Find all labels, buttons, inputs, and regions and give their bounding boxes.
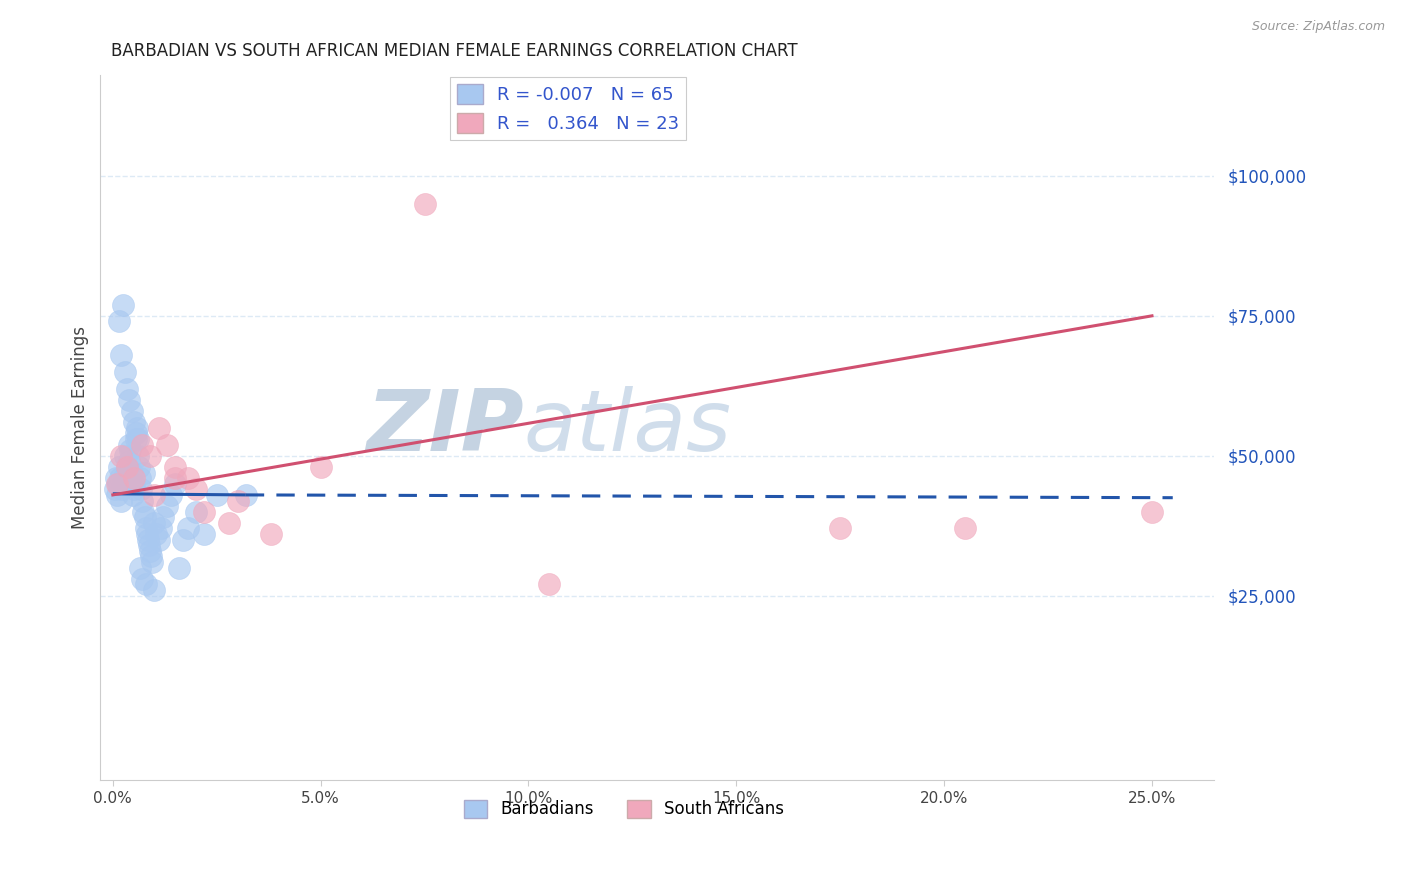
Point [1140,505,1163,519]
Point [125,421,148,435]
Point [184,505,207,519]
Point [135,577,157,591]
Text: atlas: atlas [523,386,731,469]
Point [135,521,157,535]
Point [160,488,183,502]
Point [112,476,135,491]
Point [131,493,153,508]
Point [145,527,167,541]
Point [125,432,148,446]
Point [143,516,166,530]
Point [165,471,187,485]
Point [105,476,128,491]
Point [139,449,162,463]
Point [235,488,257,502]
Point [131,437,153,451]
Point [148,421,170,435]
Point [122,415,145,429]
Point [169,560,191,574]
Text: ZIP: ZIP [366,386,523,469]
Point [138,538,160,552]
Point [117,382,139,396]
Point [117,459,139,474]
Point [105,488,128,502]
Point [114,449,136,463]
Point [122,471,145,485]
Point [127,449,149,463]
Point [111,483,134,497]
Point [953,521,976,535]
Point [143,488,166,502]
Point [128,459,150,474]
Point [121,466,143,480]
Text: BARBADIAN VS SOUTH AFRICAN MEDIAN FEMALE EARNINGS CORRELATION CHART: BARBADIAN VS SOUTH AFRICAN MEDIAN FEMALE… [111,42,799,60]
Point [110,449,132,463]
Point [118,454,141,468]
Point [107,476,129,491]
Point [139,549,162,564]
Point [184,483,207,497]
Point [114,471,136,485]
Point [117,459,139,474]
Point [105,471,128,485]
Point [260,527,283,541]
Point [143,582,166,597]
Point [218,516,240,530]
Point [176,471,198,485]
Point [127,432,149,446]
Point [538,577,561,591]
Point [118,392,141,407]
Point [128,560,150,574]
Point [135,527,157,541]
Point [141,555,163,569]
Point [117,437,139,451]
Point [413,197,436,211]
Point [173,533,195,547]
Point [205,488,228,502]
Point [156,437,179,451]
Point [124,483,146,497]
Point [132,466,155,480]
Point [226,493,249,508]
Point [112,298,135,312]
Point [121,488,143,502]
Point [152,510,174,524]
Point [120,443,142,458]
Point [121,404,143,418]
Point [148,533,170,547]
Point [165,476,187,491]
Point [193,505,215,519]
Point [104,483,127,497]
Point [131,572,153,586]
Point [108,459,131,474]
Point [114,365,136,379]
Point [193,527,215,541]
Point [110,493,132,508]
Text: Source: ZipAtlas.com: Source: ZipAtlas.com [1251,20,1385,33]
Point [110,348,132,362]
Point [830,521,852,535]
Point [129,483,152,497]
Point [149,521,172,535]
Y-axis label: Median Female Earnings: Median Female Earnings [72,326,89,529]
Point [132,505,155,519]
Point [108,314,131,328]
Point [176,521,198,535]
Point [136,533,159,547]
Point [165,459,187,474]
Point [122,476,145,491]
Point [156,499,179,513]
Legend: Barbadians, South Africans: Barbadians, South Africans [457,793,790,825]
Point [309,459,332,474]
Point [139,544,162,558]
Point [125,426,148,441]
Point [128,471,150,485]
Point [134,510,156,524]
Point [110,471,132,485]
